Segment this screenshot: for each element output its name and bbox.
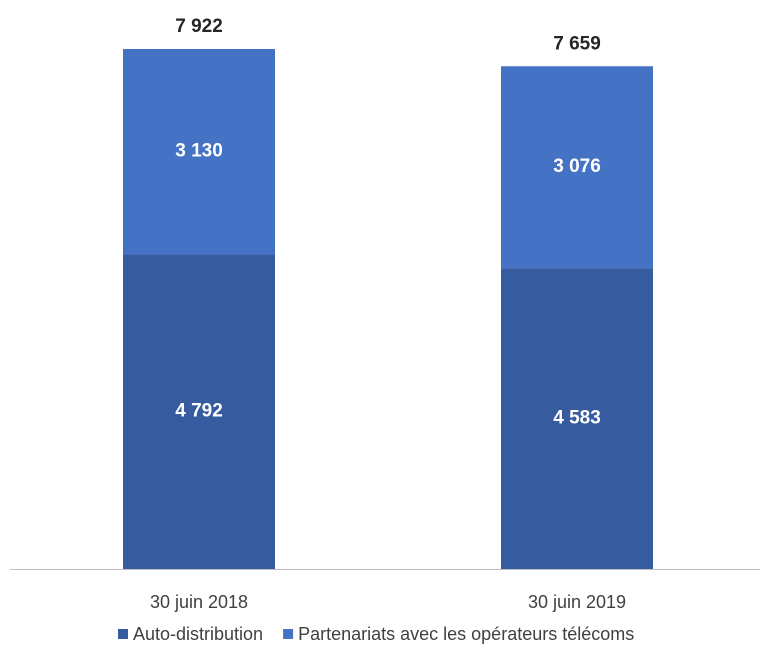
value-label: 4 792 [175, 401, 223, 422]
x-tick-label: 30 juin 2018 [150, 592, 248, 612]
bar-segment [501, 268, 653, 569]
value-label: 3 076 [553, 156, 601, 177]
total-label: 7 659 [553, 33, 601, 54]
legend-label: Auto-distribution [133, 624, 263, 644]
bar-segment [501, 66, 653, 269]
legend-swatch [118, 629, 128, 639]
bar-segment [123, 254, 275, 569]
bar-segment [123, 49, 275, 255]
legend-label: Partenariats avec les opérateurs télécom… [298, 624, 634, 644]
legend-swatch [283, 629, 294, 639]
x-tick-label: 30 juin 2019 [528, 592, 626, 612]
total-label: 7 922 [175, 16, 223, 37]
value-label: 3 130 [175, 141, 223, 162]
value-label: 4 583 [553, 408, 601, 429]
